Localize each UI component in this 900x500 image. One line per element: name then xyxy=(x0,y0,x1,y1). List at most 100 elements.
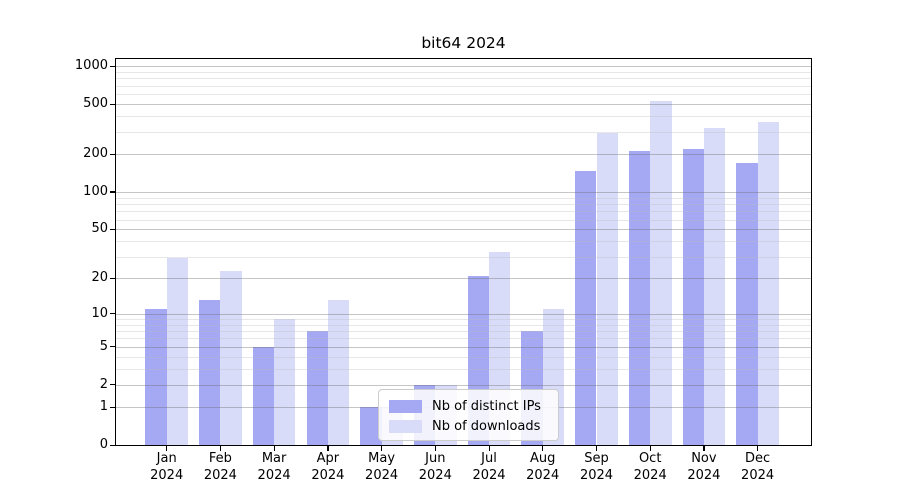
x-tick-label: Jul 2024 xyxy=(449,451,529,484)
minor-gridline xyxy=(116,78,811,80)
minor-gridline xyxy=(116,241,811,243)
x-tick-year: 2024 xyxy=(472,467,506,483)
x-tick-label: Jan 2024 xyxy=(127,451,207,484)
y-tick-label: 20 xyxy=(91,270,108,285)
minor-gridline xyxy=(116,219,811,221)
y-tick-mark xyxy=(110,384,115,386)
major-gridline xyxy=(116,154,811,156)
x-tick-label: Jun 2024 xyxy=(395,451,475,484)
y-tick-mark xyxy=(110,444,115,446)
y-tick-label: 10 xyxy=(91,305,108,321)
bar-distinct-ips-oct xyxy=(628,151,651,445)
x-tick-label: Oct 2024 xyxy=(610,451,690,484)
bar-distinct-ips-dec xyxy=(736,163,758,445)
y-tick-label: 1000 xyxy=(74,58,108,73)
minor-gridline xyxy=(116,330,811,332)
bar-distinct-ips-mar xyxy=(252,346,275,445)
bar-downloads-oct xyxy=(650,100,672,445)
y-tick-label: 0 xyxy=(99,437,108,452)
x-tick-year: 2024 xyxy=(633,467,667,483)
y-tick-label: 500 xyxy=(83,96,108,111)
x-tick-mark xyxy=(381,446,383,451)
major-gridline xyxy=(116,384,811,386)
minor-gridline xyxy=(116,256,811,258)
minor-gridline xyxy=(116,211,811,213)
x-tick-month: Sep xyxy=(584,451,609,466)
x-tick-mark xyxy=(649,446,651,451)
y-tick-mark xyxy=(110,191,115,193)
y-tick-label: 50 xyxy=(91,221,108,237)
legend-swatch-downloads xyxy=(389,419,422,433)
minor-gridline xyxy=(116,356,811,358)
major-gridline xyxy=(116,313,811,315)
legend-label-distinct-ips: Nb of distinct IPs xyxy=(432,398,541,414)
x-tick-year: 2024 xyxy=(150,467,184,483)
major-gridline xyxy=(116,104,811,105)
y-tick-mark xyxy=(110,313,115,315)
chart-title: bit64 2024 xyxy=(421,34,506,52)
bar-downloads-nov xyxy=(703,127,726,445)
minor-gridline xyxy=(116,71,811,73)
x-tick-month: Jul xyxy=(481,451,497,466)
bar-downloads-sep xyxy=(596,132,618,445)
x-tick-year: 2024 xyxy=(687,467,721,483)
x-tick-mark xyxy=(273,446,275,451)
x-tick-label: Feb 2024 xyxy=(180,451,260,484)
legend-swatch-distinct-ips xyxy=(389,399,422,413)
x-tick-label: Sep 2024 xyxy=(557,451,637,484)
minor-gridline xyxy=(116,85,811,87)
x-tick-mark xyxy=(327,446,329,451)
x-tick-year: 2024 xyxy=(365,467,399,483)
legend-item-distinct-ips: Nb of distinct IPs xyxy=(389,396,558,416)
y-tick-mark xyxy=(110,103,115,105)
bar-distinct-ips-feb xyxy=(199,300,221,445)
x-tick-year: 2024 xyxy=(526,467,560,483)
y-tick-label: 200 xyxy=(83,146,108,162)
legend: Nb of distinct IPs Nb of downloads xyxy=(378,389,559,441)
x-tick-month: Apr xyxy=(316,451,340,466)
y-tick-mark xyxy=(110,346,115,348)
x-tick-label: Apr 2024 xyxy=(288,451,368,484)
y-tick-label: 5 xyxy=(99,338,108,354)
minor-gridline xyxy=(116,369,811,370)
y-tick-mark xyxy=(110,65,115,67)
x-tick-label: Mar 2024 xyxy=(234,451,314,484)
minor-gridline xyxy=(116,338,811,340)
x-tick-year: 2024 xyxy=(741,467,775,483)
major-gridline xyxy=(116,229,811,231)
x-tick-mark xyxy=(166,446,168,451)
y-tick-label: 1 xyxy=(99,399,108,414)
y-tick-mark xyxy=(110,153,115,155)
y-tick-mark xyxy=(110,228,115,230)
x-tick-month: Jun xyxy=(425,451,446,466)
minor-gridline xyxy=(116,324,811,326)
legend-label-downloads: Nb of downloads xyxy=(432,418,541,434)
x-tick-year: 2024 xyxy=(203,467,237,483)
x-tick-mark xyxy=(542,446,544,451)
x-tick-label: Nov 2024 xyxy=(664,451,744,484)
plot-area xyxy=(115,58,812,446)
y-tick-label: 2 xyxy=(99,376,108,392)
x-tick-label: Dec 2024 xyxy=(718,451,798,484)
bar-distinct-ips-apr xyxy=(306,330,328,445)
bar-downloads-mar xyxy=(274,318,296,445)
x-tick-mark xyxy=(488,446,490,451)
x-tick-month: Mar xyxy=(261,451,287,466)
x-tick-month: Feb xyxy=(208,451,232,466)
y-tick-mark xyxy=(110,406,115,408)
y-tick-mark xyxy=(110,277,115,279)
major-gridline xyxy=(116,191,811,193)
x-tick-year: 2024 xyxy=(257,467,291,483)
bar-downloads-jan xyxy=(166,258,189,445)
x-tick-mark xyxy=(434,446,436,451)
x-tick-month: Aug xyxy=(529,451,556,466)
major-gridline xyxy=(116,278,811,279)
x-tick-month: Jan xyxy=(156,451,177,466)
x-tick-label: May 2024 xyxy=(342,451,422,484)
x-tick-label: Aug 2024 xyxy=(503,451,583,484)
x-tick-month: Dec xyxy=(745,451,771,466)
minor-gridline xyxy=(116,94,811,95)
x-tick-year: 2024 xyxy=(579,467,614,483)
x-tick-month: Nov xyxy=(691,451,717,466)
x-tick-mark xyxy=(703,446,705,451)
